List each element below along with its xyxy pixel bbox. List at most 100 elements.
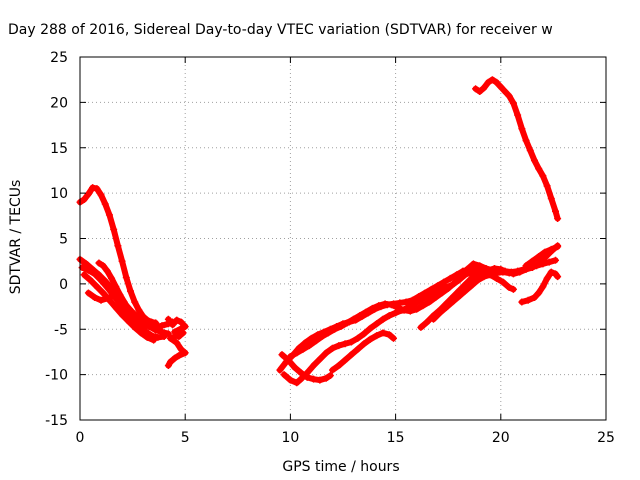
data-point [103,284,111,292]
data-point [429,315,437,323]
data-point [347,338,355,346]
data-point [417,323,425,331]
data-point [105,211,113,219]
data-point [436,309,444,317]
data-point [114,242,122,250]
data-point [84,190,92,198]
data-point [103,267,111,275]
data-point [316,355,324,363]
y-tick-label: 0 [59,277,68,293]
data-point [108,274,116,282]
y-tick-label: -15 [45,413,68,429]
data-point [438,289,446,297]
data-point [518,125,526,133]
data-point [118,311,126,319]
data-point [337,323,345,331]
data-point [541,248,549,256]
data-point [373,320,381,328]
data-point [539,260,547,268]
data-point [293,349,301,357]
y-tick-label: 20 [50,95,68,111]
data-point [152,323,160,331]
data-point [385,312,393,320]
data-point [486,271,494,279]
data-point [530,293,538,301]
data-point [135,306,143,314]
data-point [293,379,301,387]
data-point [171,354,179,362]
data-point [514,111,522,119]
data-point [179,329,187,337]
data-point [402,298,410,306]
data-point [488,76,496,84]
data-point [530,156,538,164]
data-point [497,83,505,91]
series-arc-late-4 [286,256,560,360]
data-point [112,283,120,291]
y-axis-label: SDTVAR / TECUs [8,180,24,295]
data-point [341,356,349,364]
series-arc-late-5 [328,329,397,374]
data-point [440,278,448,286]
data-point [95,259,103,267]
data-point [310,375,318,383]
data-point [469,260,477,268]
data-point [444,284,452,292]
data-point [137,329,145,337]
data-point [328,366,336,374]
data-point [139,320,147,328]
data-point [455,293,463,301]
data-point [324,329,332,337]
data-point [164,362,172,370]
data-point [310,362,318,370]
data-point [173,339,181,347]
x-tick-label: 15 [387,430,405,446]
data-point [99,262,107,270]
data-point [522,262,530,270]
data-point [175,352,183,360]
data-point [461,281,469,289]
data-point [97,191,105,199]
data-point [84,266,92,274]
data-point [110,225,118,233]
data-point [547,195,555,203]
y-tick-label: 25 [50,50,68,66]
data-point [467,268,475,276]
data-point [84,289,92,297]
data-point [318,333,326,341]
x-tick-label: 20 [492,430,510,446]
data-point [467,282,475,290]
data-point [499,278,507,286]
data-point [474,270,482,278]
data-point [354,334,362,342]
data-point [484,78,492,86]
data-point [110,292,118,300]
data-point [535,253,543,261]
data-point [368,304,376,312]
data-point [166,334,174,342]
series-segment [125,306,136,319]
data-point [299,345,307,353]
data-point [554,273,562,281]
data-point [322,374,330,382]
data-point [154,333,162,341]
data-point [331,325,339,333]
data-point [480,84,488,92]
data-point [124,317,132,325]
data-point [419,302,427,310]
data-point [442,303,450,311]
data-point [389,334,397,342]
data-point [169,321,177,329]
data-point [335,362,343,370]
data-point [493,78,501,86]
data-point [522,136,530,144]
data-point [91,270,99,278]
data-point [400,306,408,314]
data-point [145,323,153,331]
data-point [423,318,431,326]
data-point [501,87,509,95]
data-point [303,369,311,377]
data-point [297,375,305,383]
data-point [476,87,484,95]
